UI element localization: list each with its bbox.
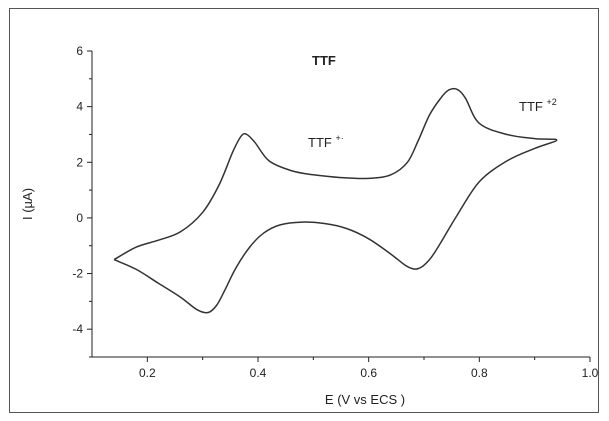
chart-frame: 0.2 0.4 0.6 0.8 1.0 6 4 2 0 -2 -4 TTF TTF +· TTF +… — [9, 8, 599, 413]
y-tick-label: 6 — [76, 44, 83, 58]
y-tick-label: 2 — [76, 155, 83, 169]
y-tick-label: -2 — [72, 267, 83, 281]
annotation-ttf-dication-text: TTF — [519, 99, 543, 114]
ticks — [87, 50, 591, 362]
y-tick-label: 0 — [76, 211, 83, 225]
annotation-ttf-radical-cation-sup: +· — [335, 133, 343, 143]
y-axis-title: I (µA) — [20, 188, 35, 220]
x-tick-label: 1.0 — [582, 366, 599, 380]
y-tick-label: 4 — [76, 100, 83, 114]
annotation-ttf-radical-cation-text: TTF — [308, 135, 332, 150]
x-tick-label: 0.2 — [139, 366, 156, 380]
x-axis-title: E (V vs ECS ) — [325, 392, 405, 407]
annotation-ttf-radical-cation: TTF +· — [308, 133, 344, 150]
axes — [91, 51, 590, 358]
cv-curve — [113, 87, 558, 314]
annotation-ttf-dication: TTF +2 — [519, 97, 557, 114]
chart-title: TTF — [312, 53, 336, 68]
annotation-ttf-dication-sup: +2 — [546, 97, 556, 107]
cv-chart: 0.2 0.4 0.6 0.8 1.0 6 4 2 0 -2 -4 TTF TTF +· TTF +… — [20, 44, 599, 407]
x-tick-label: 0.4 — [250, 366, 267, 380]
x-tick-label: 0.8 — [471, 366, 488, 380]
tick-labels: 0.2 0.4 0.6 0.8 1.0 6 4 2 0 -2 -4 — [72, 44, 598, 380]
x-tick-label: 0.6 — [360, 366, 377, 380]
y-tick-label: -4 — [72, 322, 83, 336]
